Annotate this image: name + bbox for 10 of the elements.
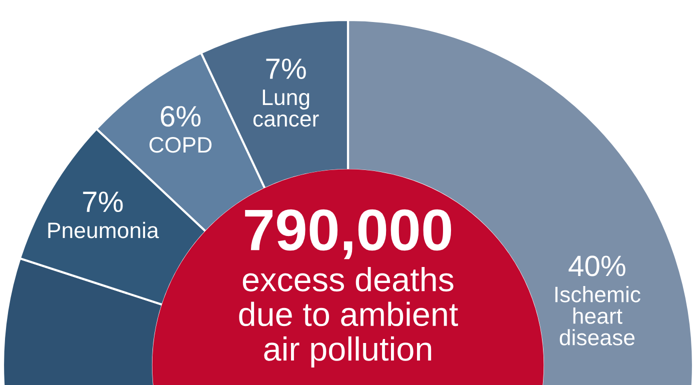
data-label: 6% — [160, 106, 201, 127]
slice-label: Pneumonia — [48, 222, 159, 238]
text: excess deaths due to ambient air pollution — [239, 267, 458, 368]
text: 790,000 — [245, 209, 452, 260]
data-label: 7% — [83, 192, 123, 212]
slice-label: Lung cancer — [253, 90, 319, 127]
data-label: 40% — [568, 256, 626, 276]
slice-label: COPD — [150, 137, 212, 153]
slice-label: Ischemic heart disease — [555, 286, 640, 346]
data-label: 7% — [266, 58, 306, 79]
